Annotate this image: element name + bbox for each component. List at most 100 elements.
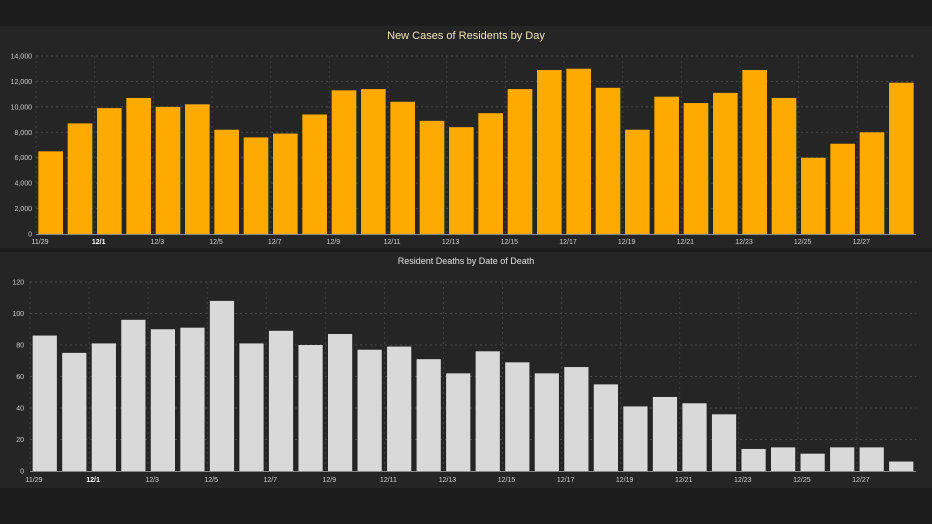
cases-ytick-label: 8,000 <box>14 130 32 137</box>
cases-bar <box>38 151 63 234</box>
deaths-xtick-label: 11/29 <box>26 477 43 484</box>
cases-ytick-label: 4,000 <box>14 181 32 188</box>
deaths-bar <box>357 349 382 471</box>
deaths-chart: 0 20 40 60 80 100 120 11/29 12/1 12/3 12/5 12/7 12/9… <box>12 280 916 484</box>
cases-xtick-label: 12/5 <box>209 239 223 246</box>
deaths-xtick-label: 12/13 <box>439 477 457 484</box>
cases-bar <box>361 89 386 234</box>
deaths-bar <box>150 329 176 471</box>
cases-bar <box>654 96 679 234</box>
cases-bar <box>742 69 767 234</box>
deaths-bar <box>121 319 146 471</box>
cases-xtick-label: 12/17 <box>559 239 577 246</box>
deaths-ytick-label: 60 <box>16 374 24 381</box>
cases-bar <box>302 114 327 234</box>
deaths-chart-title: Resident Deaths by Date of Death <box>397 256 535 266</box>
cases-bar <box>243 137 269 234</box>
cases-bar <box>390 101 415 235</box>
deaths-xtick-label: 12/27 <box>852 477 870 484</box>
cases-bar <box>331 90 357 234</box>
deaths-bar <box>534 373 559 471</box>
deaths-xtick-label: 12/9 <box>323 477 337 484</box>
cases-bar <box>126 97 151 234</box>
cases-xtick-label: 12/27 <box>853 239 871 246</box>
deaths-xtick-label: 12/23 <box>734 477 752 484</box>
deaths-xtick-label: 12/15 <box>498 477 516 484</box>
cases-xtick-label: 12/7 <box>268 239 282 246</box>
deaths-bar <box>830 447 855 471</box>
deaths-bar <box>475 351 500 471</box>
deaths-xtick-label: 12/11 <box>380 477 397 484</box>
deaths-bar <box>416 359 441 471</box>
deaths-bar <box>889 461 914 471</box>
deaths-ytick-label: 120 <box>12 280 24 287</box>
deaths-bar <box>62 352 87 471</box>
deaths-bar <box>298 345 323 471</box>
cases-bar <box>771 97 797 234</box>
cases-bar <box>801 157 826 234</box>
deaths-bar <box>268 330 294 471</box>
cases-chart-title: New Cases of Residents by Day <box>387 30 545 42</box>
deaths-ytick-label: 20 <box>16 437 24 444</box>
cases-bar <box>214 129 239 234</box>
deaths-ytick-label: 100 <box>12 311 24 318</box>
deaths-bar <box>180 327 205 471</box>
deaths-xtick-label: 12/5 <box>204 477 218 484</box>
deaths-bar <box>91 343 116 471</box>
deaths-bar <box>505 362 530 471</box>
deaths-bar <box>593 384 619 471</box>
deaths-bar <box>32 335 57 471</box>
cases-ytick-label: 10,000 <box>11 104 33 111</box>
cases-bar <box>97 108 122 234</box>
deaths-bar <box>446 373 471 471</box>
cases-xtick-label: 12/1 <box>92 239 106 246</box>
cases-bar <box>889 82 914 234</box>
deaths-xtick-label: 12/25 <box>793 477 811 484</box>
deaths-ytick-label: 40 <box>16 406 24 413</box>
cases-xtick-label: 12/13 <box>442 239 460 246</box>
cases-bar <box>595 87 621 235</box>
deaths-xtick-label: 12/21 <box>675 477 693 484</box>
deaths-xtick-label: 12/3 <box>145 477 159 484</box>
cases-bar <box>478 113 503 234</box>
cases-xtick-label: 12/21 <box>677 239 695 246</box>
cases-bar <box>67 123 93 234</box>
deaths-xtick-label: 12/17 <box>557 477 575 484</box>
cases-ytick-label: 2,000 <box>14 206 32 213</box>
cases-bar <box>537 69 562 234</box>
cases-bar <box>419 120 445 234</box>
cases-bar <box>830 143 855 234</box>
deaths-xtick-label: 12/19 <box>616 477 634 484</box>
cases-bar <box>859 132 885 234</box>
deaths-bar <box>711 414 737 471</box>
cases-xtick-label: 12/3 <box>151 239 165 246</box>
deaths-bar <box>623 406 648 471</box>
cases-bar <box>566 68 591 234</box>
cases-bar <box>625 129 650 234</box>
cases-bar <box>185 104 210 234</box>
deaths-xtick-label: 12/1 <box>86 477 100 484</box>
deaths-bar <box>564 367 589 471</box>
deaths-bar <box>682 403 707 471</box>
cases-chart: 0 2,000 4,000 6,000 8,000 10,000 12,000 14,000 1… <box>11 54 916 246</box>
deaths-bar <box>387 346 412 471</box>
cases-bar <box>449 127 474 234</box>
cases-xtick-label: 12/19 <box>618 239 636 246</box>
cases-ytick-label: 0 <box>28 232 32 239</box>
cases-xtick-label: 12/11 <box>384 239 401 246</box>
deaths-bar <box>652 396 678 471</box>
deaths-bar <box>800 453 825 471</box>
cases-xtick-label: 12/9 <box>327 239 341 246</box>
cases-ytick-label: 14,000 <box>11 54 33 61</box>
cases-bar <box>713 92 738 234</box>
deaths-bar <box>209 300 235 471</box>
cases-xtick-label: 11/29 <box>32 239 49 246</box>
deaths-ytick-label: 80 <box>16 343 24 350</box>
cases-bar <box>683 103 709 235</box>
cases-xtick-label: 12/15 <box>501 239 519 246</box>
deaths-bar <box>239 343 264 471</box>
cases-ytick-label: 6,000 <box>14 155 32 162</box>
deaths-xtick-label: 12/7 <box>263 477 277 484</box>
